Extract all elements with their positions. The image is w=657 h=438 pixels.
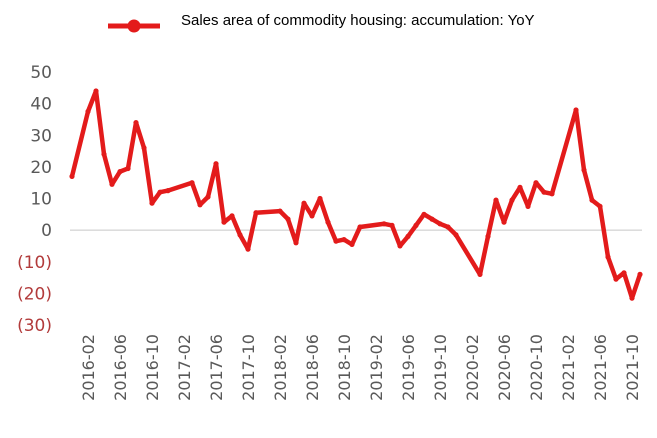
data-point (589, 197, 595, 203)
data-point (221, 219, 227, 225)
data-point (445, 224, 451, 230)
data-point (501, 219, 507, 225)
data-point (381, 221, 387, 227)
data-point (517, 184, 523, 190)
data-point (133, 120, 139, 126)
data-point (85, 108, 91, 115)
x-tick-label: 2017-02 (175, 334, 194, 401)
data-point (429, 216, 435, 222)
data-point (509, 197, 515, 203)
x-tick-label: 2017-06 (207, 334, 226, 401)
data-point (485, 233, 491, 239)
x-tick-label: 2018-10 (335, 334, 354, 401)
data-point (141, 145, 147, 151)
data-point (165, 188, 171, 194)
data-point (341, 237, 347, 243)
x-tick-label: 2020-10 (527, 334, 546, 401)
y-tick-label: (30) (17, 316, 52, 336)
x-tick-label: 2016-10 (143, 334, 162, 401)
data-point (205, 194, 211, 200)
plot-area (69, 88, 643, 301)
data-point (197, 202, 203, 208)
data-point (349, 241, 355, 247)
y-tick-label: 0 (41, 221, 52, 241)
x-tick-label: 2019-06 (399, 334, 418, 401)
data-point (357, 224, 363, 230)
data-point (613, 276, 619, 282)
data-point (413, 222, 419, 228)
data-point (549, 191, 555, 197)
data-point (245, 246, 251, 252)
data-point (149, 200, 155, 206)
data-point (301, 200, 307, 206)
data-point (525, 203, 531, 209)
data-point (125, 165, 131, 172)
series-line (69, 88, 643, 301)
data-point (637, 271, 643, 277)
x-tick-label: 2019-02 (367, 334, 386, 401)
data-point (309, 213, 315, 219)
data-point (189, 180, 195, 186)
data-point (293, 240, 299, 246)
data-point (477, 271, 483, 277)
legend-label: Sales area of commodity housing: accumul… (181, 12, 535, 29)
data-point (317, 195, 323, 202)
x-tick-label: 2021-02 (559, 334, 578, 401)
data-point (277, 208, 283, 214)
data-point (101, 151, 107, 157)
data-point (285, 216, 291, 222)
data-point (333, 238, 339, 244)
x-tick-label: 2020-02 (463, 334, 482, 401)
y-tick-label: 40 (30, 95, 52, 115)
x-axis: 2016-02 2016-06 2016-10 2017-02 2017-06 2017-… (79, 334, 642, 401)
data-point (533, 180, 539, 186)
data-point (157, 189, 163, 195)
data-point (237, 232, 243, 238)
data-point (253, 210, 259, 216)
data-point (605, 254, 611, 260)
data-point (541, 189, 547, 195)
data-point (573, 107, 579, 113)
data-point (229, 213, 235, 219)
data-point (389, 222, 395, 228)
data-point (453, 232, 459, 238)
y-tick-label: (20) (17, 284, 52, 304)
data-point (493, 197, 499, 203)
y-tick-label: 30 (30, 126, 52, 146)
y-tick-label: 20 (30, 158, 52, 178)
y-tick-label: 50 (30, 63, 52, 83)
data-point (421, 211, 427, 217)
data-point (405, 233, 411, 239)
x-tick-label: 2021-06 (591, 334, 610, 401)
x-tick-label: 2017-10 (239, 334, 258, 401)
x-tick-label: 2020-06 (495, 334, 514, 401)
data-point (597, 203, 603, 209)
data-point (397, 243, 403, 249)
data-point (213, 161, 219, 167)
x-tick-label: 2018-06 (303, 334, 322, 401)
x-tick-label: 2018-02 (271, 334, 290, 401)
x-tick-label: 2016-06 (111, 334, 130, 401)
data-point (325, 219, 331, 225)
data-point (117, 169, 123, 175)
y-tick-label: (10) (17, 253, 52, 273)
x-tick-label: 2016-02 (79, 334, 98, 401)
data-point (69, 173, 75, 179)
data-point (629, 295, 635, 301)
data-point (621, 270, 627, 276)
y-axis: 50 40 30 20 10 0 (10) (20) (30) (17, 63, 52, 336)
data-point (93, 88, 99, 94)
legend-point-marker (127, 19, 141, 33)
data-point (109, 181, 115, 187)
data-point (437, 221, 443, 227)
y-tick-label: 10 (30, 190, 52, 210)
legend: Sales area of commodity housing: accumul… (108, 12, 535, 33)
x-tick-label: 2021-10 (623, 334, 642, 401)
data-point (581, 167, 587, 173)
x-tick-label: 2019-10 (431, 334, 450, 401)
